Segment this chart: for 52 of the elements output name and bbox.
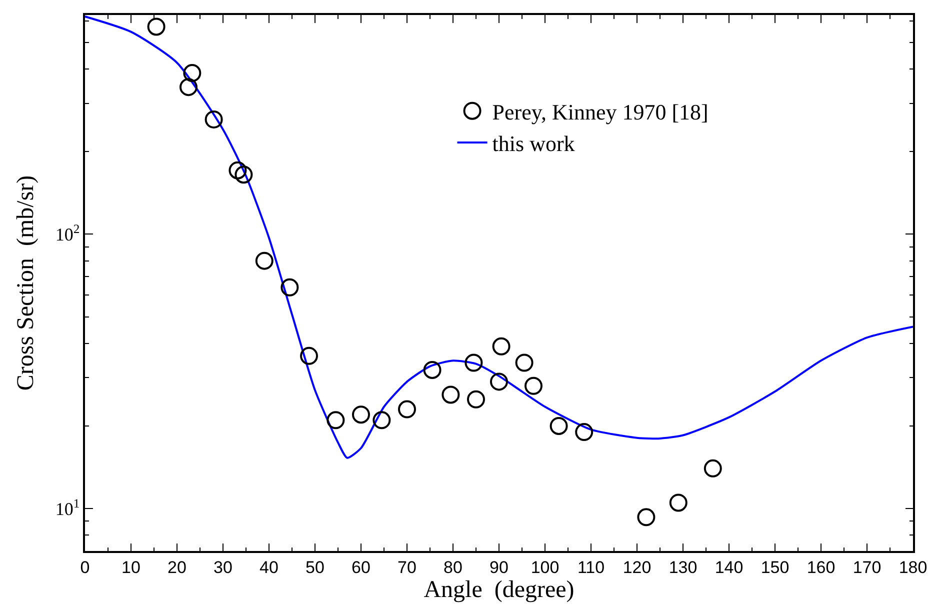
point <box>147 18 166 36</box>
legend-label: this work <box>492 131 575 156</box>
x-axis-title: Angle (degree) <box>424 577 574 604</box>
point <box>228 161 247 180</box>
point <box>550 416 568 435</box>
x-tick-label: 180 <box>898 558 928 578</box>
x-tick-label: 170 <box>852 558 882 578</box>
point <box>492 337 510 356</box>
y-tick-label: 10$^{1}$ <box>55 496 80 519</box>
point <box>352 406 370 424</box>
point <box>442 386 460 404</box>
x-tick-label: 110 <box>577 558 605 578</box>
x-tick-label: 10 <box>122 558 140 578</box>
point <box>280 278 299 296</box>
y-tick-label: 10$^{2}$ <box>55 222 80 245</box>
point <box>234 166 253 184</box>
x-tick-label: 40 <box>260 558 278 578</box>
point <box>326 411 345 430</box>
y-axis-title: Cross Section (mb/sr) <box>12 175 39 391</box>
point <box>524 376 542 395</box>
x-tick-label: 60 <box>352 558 370 578</box>
point <box>300 346 318 365</box>
x-tick-label: 30 <box>214 558 232 578</box>
x-tick-label: 130 <box>668 558 698 578</box>
x-tick-label: 120 <box>622 558 652 578</box>
x-tick-label: 100 <box>530 558 560 578</box>
point <box>183 64 202 82</box>
point <box>180 78 198 96</box>
point <box>255 252 274 270</box>
point <box>467 390 485 408</box>
x-tick-label: 70 <box>398 558 416 578</box>
line-series <box>85 16 913 459</box>
point <box>398 400 416 418</box>
point <box>515 354 534 372</box>
point <box>575 423 594 442</box>
point <box>704 459 722 478</box>
x-tick-label: 20 <box>168 558 186 578</box>
point <box>490 372 508 391</box>
point <box>669 494 688 512</box>
x-tick-label: 80 <box>444 558 462 578</box>
point <box>423 360 442 379</box>
x-tick-label: 90 <box>490 558 508 578</box>
legend-label: Perey, Kinney 1970 [18] <box>492 99 708 124</box>
x-tick-label: 150 <box>760 558 790 578</box>
point <box>637 508 656 526</box>
x-tick-label: 140 <box>714 558 744 578</box>
x-tick-label: 160 <box>806 558 836 578</box>
point <box>372 411 391 430</box>
point <box>204 110 223 129</box>
point <box>464 354 483 372</box>
x-tick-label: 50 <box>306 558 324 578</box>
x-tick-label: 0 <box>80 558 90 578</box>
